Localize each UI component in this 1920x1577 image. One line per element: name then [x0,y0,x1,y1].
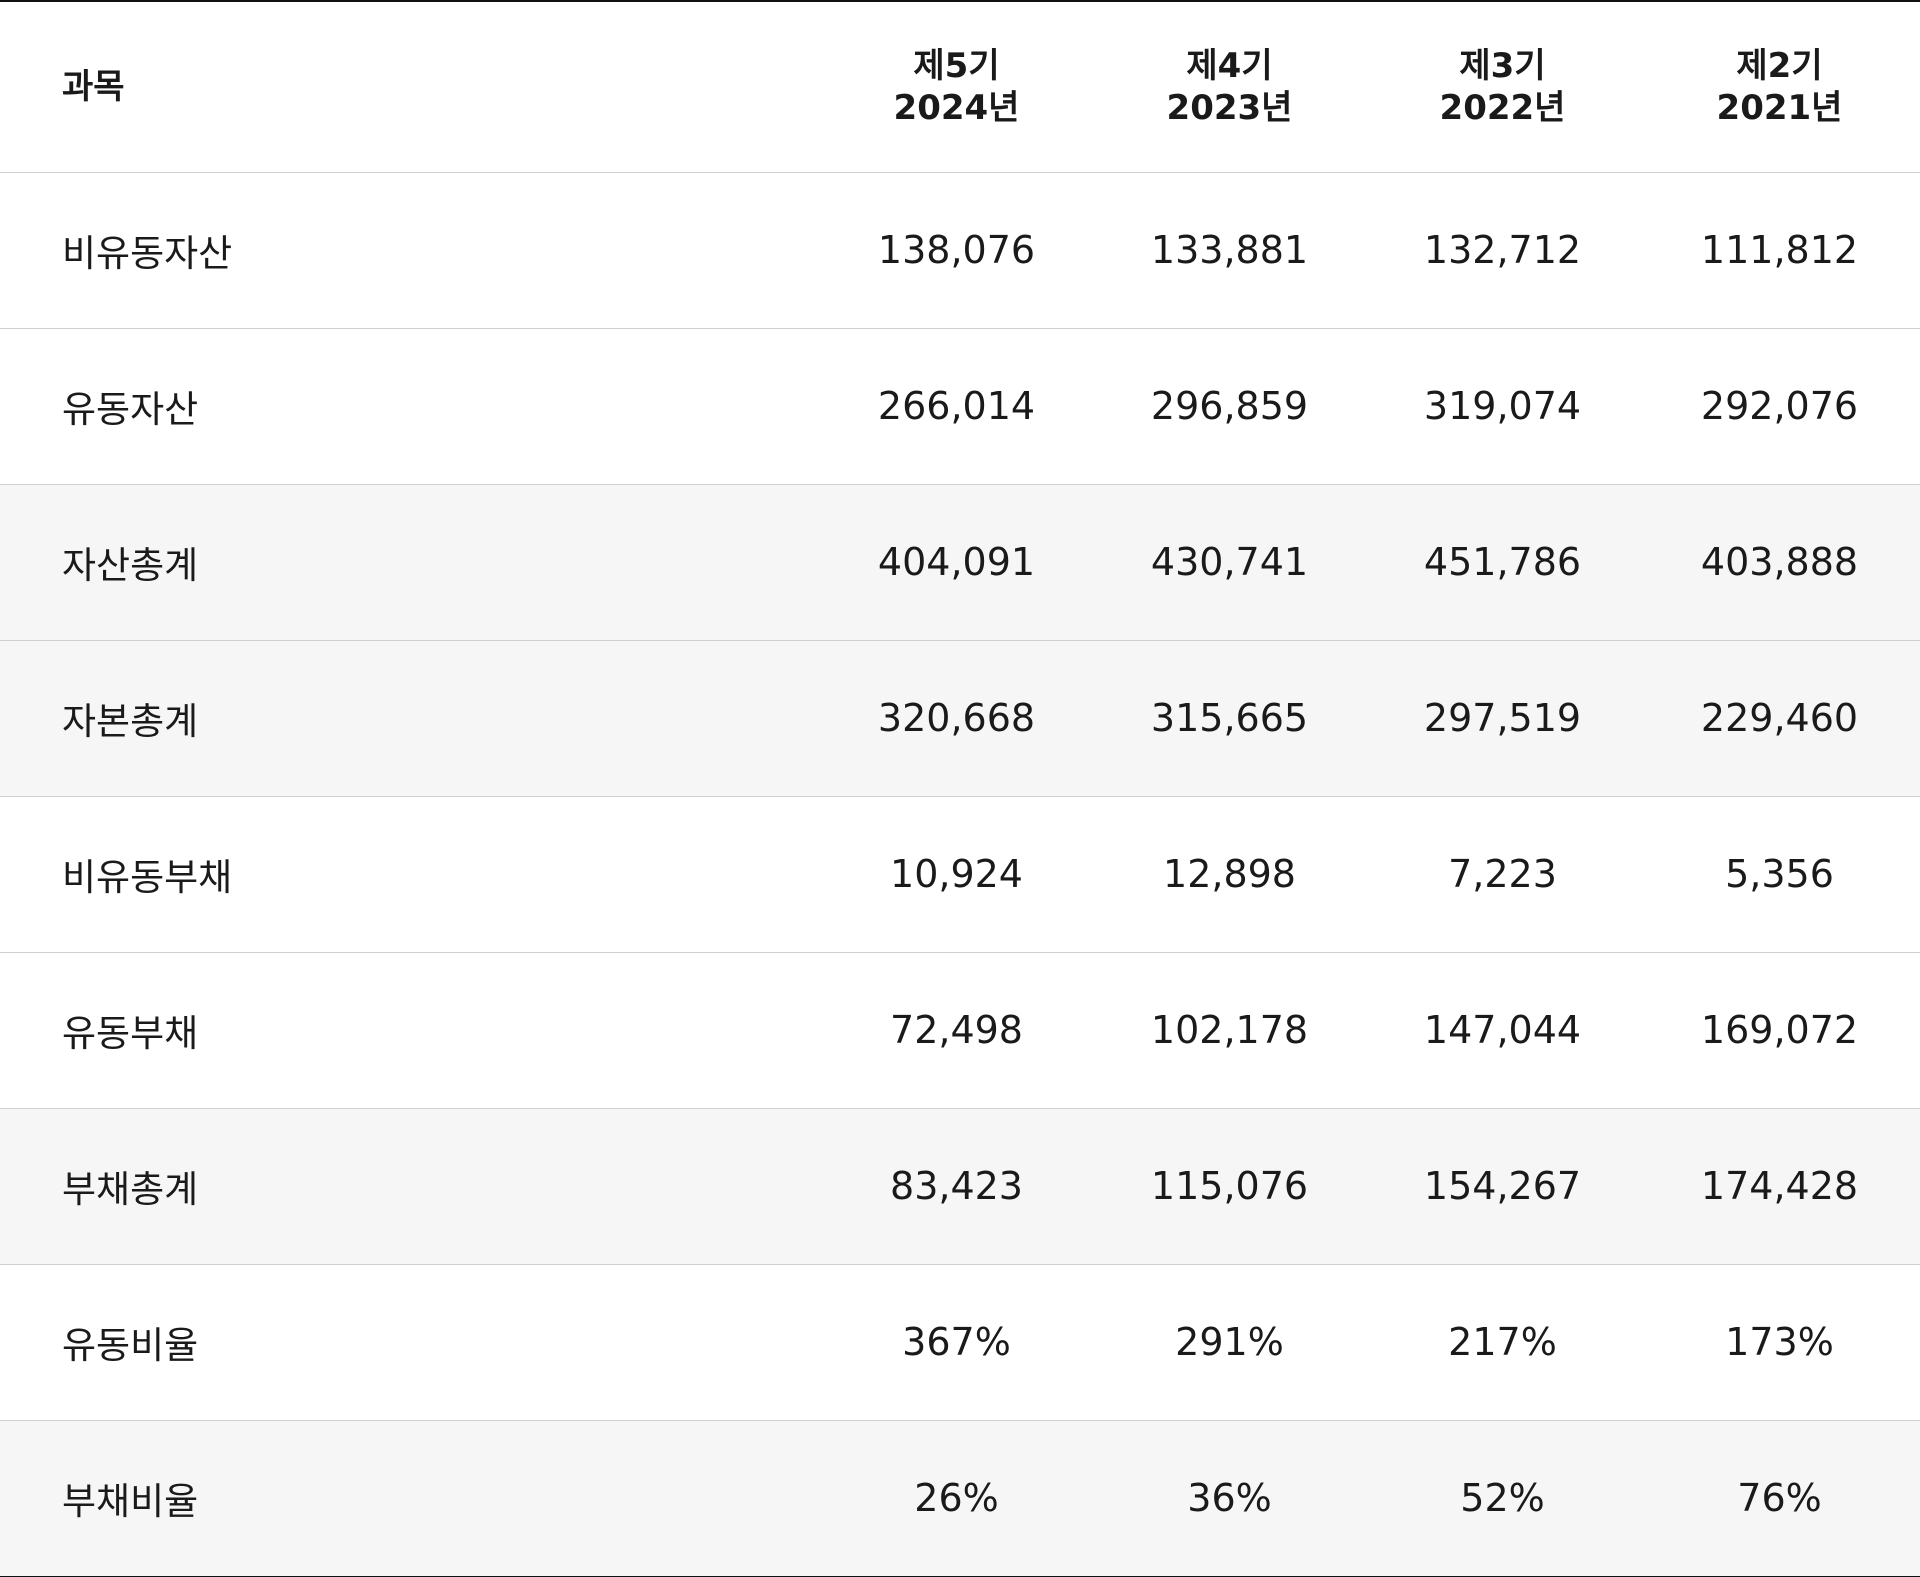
row-label: 부채총계 [0,1108,820,1265]
value-cell: 297,519 [1366,640,1639,797]
header-year: 2021년 [1716,87,1843,128]
value-cell: 430,741 [1093,484,1366,641]
table-row: 부채비율 26% 36% 52% 76% [0,1420,1920,1576]
header-year: 2023년 [1166,87,1293,128]
value-cell: 296,859 [1093,328,1366,485]
value-cell: 26% [820,1420,1093,1576]
header-period: 제3기 [1459,45,1546,86]
table-row: 유동비율 367% 291% 217% 173% [0,1264,1920,1421]
value-cell: 319,074 [1366,328,1639,485]
row-label: 유동자산 [0,328,820,485]
header-period: 제5기 [913,45,1000,86]
value-cell: 132,712 [1366,172,1639,329]
value-cell: 147,044 [1366,952,1639,1109]
row-label: 비유동자산 [0,172,820,329]
row-label: 유동부채 [0,952,820,1109]
value-cell: 7,223 [1366,796,1639,953]
header-period: 제2기 [1736,45,1823,86]
header-row: 과목 제5기 2024년 제4기 2023년 제3기 2022년 제2기 202… [0,2,1920,173]
table-row: 자본총계 320,668 315,665 297,519 229,460 [0,640,1920,797]
table-row: 유동부채 72,498 102,178 147,044 169,072 [0,952,1920,1109]
value-cell: 76% [1639,1420,1920,1576]
row-label: 비유동부채 [0,796,820,953]
header-period-cell: 제2기 2021년 [1639,2,1920,173]
table-body: 비유동자산 138,076 133,881 132,712 111,812 유동자산 266… [0,172,1920,1576]
value-cell: 291% [1093,1264,1366,1421]
table-row: 비유동부채 10,924 12,898 7,223 5,356 [0,796,1920,953]
value-cell: 10,924 [820,796,1093,953]
value-cell: 133,881 [1093,172,1366,329]
value-cell: 315,665 [1093,640,1366,797]
value-cell: 138,076 [820,172,1093,329]
header-period: 제4기 [1186,45,1273,86]
value-cell: 102,178 [1093,952,1366,1109]
row-label: 유동비율 [0,1264,820,1421]
value-cell: 5,356 [1639,796,1920,953]
value-cell: 320,668 [820,640,1093,797]
header-label-cell: 과목 [0,2,820,173]
value-cell: 115,076 [1093,1108,1366,1265]
value-cell: 111,812 [1639,172,1920,329]
row-label: 부채비율 [0,1420,820,1576]
value-cell: 52% [1366,1420,1639,1576]
row-label: 자산총계 [0,484,820,641]
value-cell: 367% [820,1264,1093,1421]
value-cell: 404,091 [820,484,1093,641]
value-cell: 154,267 [1366,1108,1639,1265]
value-cell: 451,786 [1366,484,1639,641]
value-cell: 36% [1093,1420,1366,1576]
value-cell: 174,428 [1639,1108,1920,1265]
table-header: 과목 제5기 2024년 제4기 2023년 제3기 2022년 제2기 202… [0,2,1920,173]
value-cell: 173% [1639,1264,1920,1421]
value-cell: 229,460 [1639,640,1920,797]
value-cell: 266,014 [820,328,1093,485]
header-year: 2022년 [1439,87,1566,128]
value-cell: 12,898 [1093,796,1366,953]
value-cell: 217% [1366,1264,1639,1421]
value-cell: 292,076 [1639,328,1920,485]
table-row: 유동자산 266,014 296,859 319,074 292,076 [0,328,1920,485]
header-period-cell: 제4기 2023년 [1093,2,1366,173]
header-year: 2024년 [893,87,1020,128]
value-cell: 83,423 [820,1108,1093,1265]
table-row: 비유동자산 138,076 133,881 132,712 111,812 [0,172,1920,329]
table-row: 자산총계 404,091 430,741 451,786 403,888 [0,484,1920,641]
header-period-cell: 제5기 2024년 [820,2,1093,173]
row-label: 자본총계 [0,640,820,797]
value-cell: 72,498 [820,952,1093,1109]
header-period-cell: 제3기 2022년 [1366,2,1639,173]
table-row: 부채총계 83,423 115,076 154,267 174,428 [0,1108,1920,1265]
value-cell: 169,072 [1639,952,1920,1109]
value-cell: 403,888 [1639,484,1920,641]
